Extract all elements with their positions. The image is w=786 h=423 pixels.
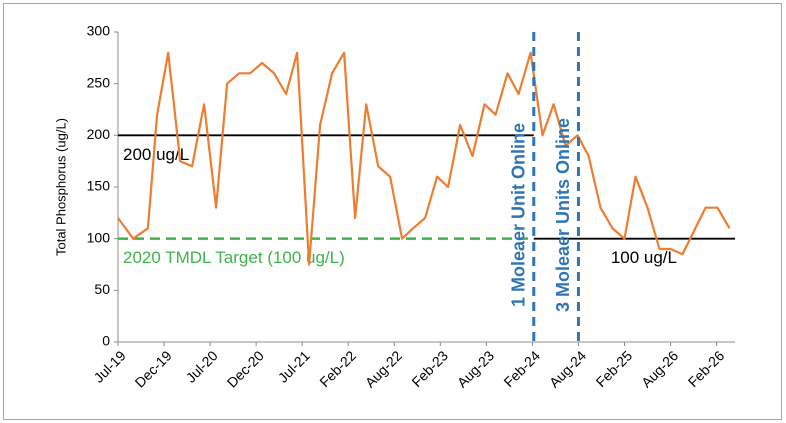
y-tick-label: 0 — [102, 333, 110, 349]
y-tick-label: 100 — [87, 229, 111, 245]
reference-label: 200 ug/L — [123, 145, 189, 164]
y-tick-label: 50 — [94, 281, 110, 297]
chart-border — [3, 3, 782, 420]
reference-label: 100 ug/L — [611, 248, 677, 267]
data-line — [117, 51, 731, 266]
reference-label: 2020 TMDL Target (100 ug/L) — [123, 248, 345, 267]
y-axis-label: Total Phosphorus (ug/L) — [53, 118, 68, 256]
vertical-label: 1 Moleaer Unit Online — [509, 123, 529, 307]
y-tick-label: 300 — [87, 23, 111, 39]
y-tick-label: 250 — [87, 74, 111, 90]
y-tick-label: 200 — [87, 126, 111, 142]
y-tick-label: 150 — [87, 178, 111, 194]
vertical-label: 3 Moleaer Units Online — [553, 118, 573, 312]
